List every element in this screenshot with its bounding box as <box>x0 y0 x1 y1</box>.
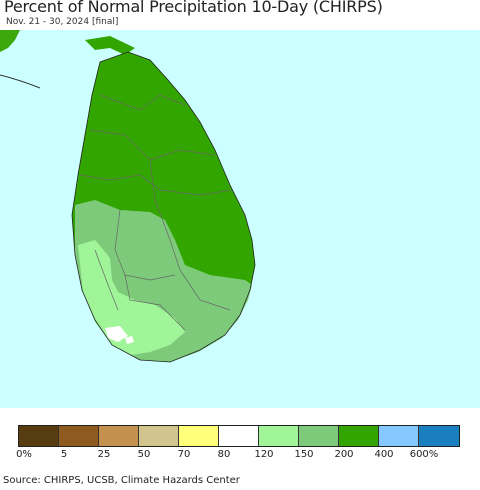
legend-tick-label: 0% <box>16 449 32 460</box>
map-title: Percent of Normal Precipitation 10-Day (… <box>4 0 383 16</box>
legend-swatch <box>339 426 379 446</box>
source-note: Source: CHIRPS, UCSB, Climate Hazards Ce… <box>3 475 240 486</box>
legend-tick-label: 5 <box>60 449 68 460</box>
india-coast <box>0 30 20 52</box>
legend-colorbar <box>18 425 460 447</box>
legend-swatch <box>379 426 419 446</box>
legend-swatch <box>259 426 299 446</box>
legend-tick-label: 80 <box>217 449 231 460</box>
legend-swatch <box>419 426 459 446</box>
legend-tick-label: 600% <box>409 449 439 460</box>
zone-150 <box>78 240 185 355</box>
island-outline <box>71 51 256 363</box>
legend-swatch <box>59 426 99 446</box>
legend-tick-label: 200 <box>334 449 354 460</box>
legend-tick-label: 70 <box>177 449 191 460</box>
legend-tick-label: 25 <box>97 449 111 460</box>
legend-tick-label: 150 <box>294 449 314 460</box>
india-coast-line <box>0 74 41 89</box>
jaffna-islands <box>85 36 135 55</box>
legend-swatch <box>299 426 339 446</box>
zone-120-b <box>125 336 134 344</box>
map-subtitle: Nov. 21 - 30, 2024 [final] <box>6 17 119 27</box>
legend-swatch <box>179 426 219 446</box>
precipitation-map <box>0 30 480 408</box>
zone-120-a <box>105 326 128 342</box>
legend-swatch <box>139 426 179 446</box>
legend-swatch <box>219 426 259 446</box>
district-boundaries <box>79 94 233 331</box>
legend-tick-label: 400 <box>374 449 394 460</box>
legend-swatch <box>19 426 59 446</box>
legend-tick-label: 50 <box>137 449 151 460</box>
legend-swatch <box>99 426 139 446</box>
legend-tick-label: 120 <box>254 449 274 460</box>
